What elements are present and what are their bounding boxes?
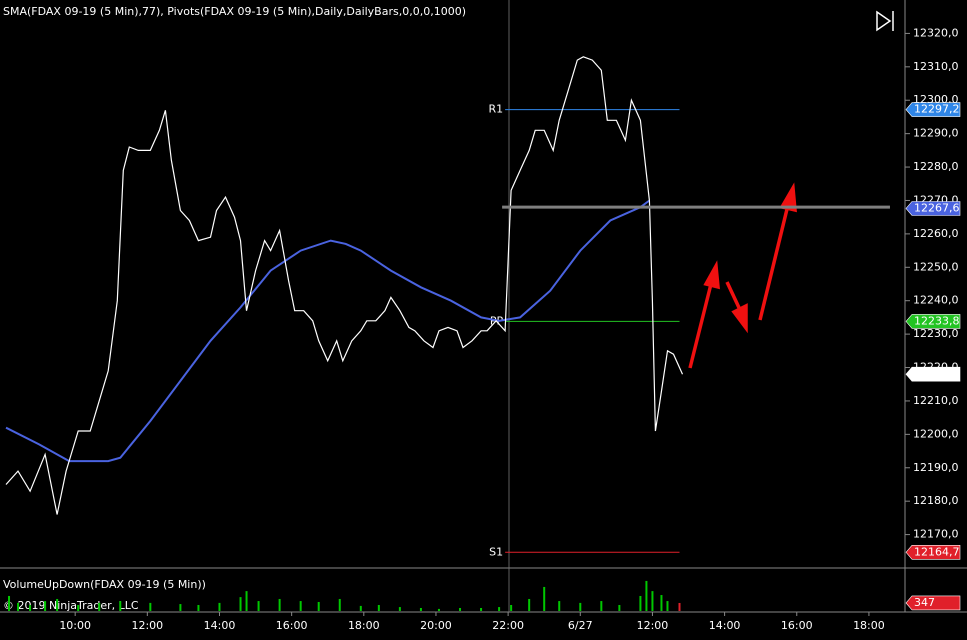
- copyright: © 2019 NinjaTrader, LLC: [3, 599, 139, 612]
- volume-bar: [317, 601, 320, 611]
- volume-bar: [29, 604, 32, 611]
- volume-bar: [179, 604, 182, 611]
- volume-bar: [8, 595, 11, 611]
- volume-bar: [278, 598, 281, 611]
- x-tick-label: 14:00: [204, 619, 236, 632]
- volume-bar: [660, 595, 663, 611]
- volume-bar: [197, 604, 200, 611]
- volume-bar: [398, 607, 401, 611]
- volume-bar: [77, 604, 80, 611]
- scroll-icon[interactable]: [876, 10, 894, 32]
- volume-bar: [218, 602, 221, 611]
- y-tick-label: 12170,0: [913, 528, 959, 541]
- sma-value-box: [905, 201, 961, 216]
- pivot-value-box: [905, 102, 961, 117]
- volume-bar: [299, 601, 302, 611]
- y-tick-label: 12210,0: [913, 394, 959, 407]
- x-tick-label: 18:00: [853, 619, 885, 632]
- volume-bar: [419, 607, 422, 611]
- x-tick-label: 6/27: [568, 619, 593, 632]
- y-tick-label: 12200,0: [913, 427, 959, 440]
- volume-bar: [645, 580, 648, 611]
- volume-bar: [257, 601, 260, 611]
- volume-bar: [579, 602, 582, 611]
- y-tick-label: 12190,0: [913, 461, 959, 474]
- pivot-label: R1: [488, 103, 503, 116]
- volume-bar: [44, 601, 47, 611]
- y-tick-label: 12310,0: [913, 60, 959, 73]
- x-tick-label: 20:00: [420, 619, 452, 632]
- sma-line: [5, 199, 650, 463]
- pivot-value-label: 12297,2: [914, 103, 960, 116]
- x-tick-label: 16:00: [781, 619, 813, 632]
- x-tick-label: 12:00: [131, 619, 163, 632]
- last-price-box: [905, 366, 961, 382]
- y-tick-label: 12180,0: [913, 494, 959, 507]
- drawn-arrows: [688, 182, 797, 369]
- y-tick-label: 12290,0: [913, 127, 959, 140]
- volume-bar: [338, 598, 341, 611]
- x-tick-label: 10:00: [59, 619, 91, 632]
- sma-value-label: 12267,6: [914, 201, 960, 214]
- x-tick-label: 18:00: [348, 619, 380, 632]
- volume-bar: [639, 595, 642, 611]
- price-line: [5, 56, 684, 515]
- volume-bar: [480, 607, 483, 611]
- volume-value-box: [905, 595, 961, 611]
- volume-bar: [651, 591, 654, 611]
- pivot-value-label: 12233,8: [914, 314, 960, 327]
- volume-bar: [17, 602, 20, 611]
- volume-value-label: 347: [914, 596, 935, 609]
- y-tick-label: 12260,0: [913, 227, 959, 240]
- volume-bar: [56, 598, 59, 611]
- volume-bar: [498, 607, 501, 611]
- volume-bar: [510, 604, 513, 611]
- x-tick-label: 22:00: [492, 619, 524, 632]
- volume-bar: [666, 601, 669, 611]
- volume-bar: [245, 591, 248, 611]
- y-tick-label: 12230,0: [913, 327, 959, 340]
- last-price-label: 12218,0: [914, 367, 960, 380]
- volume-bar: [600, 601, 603, 611]
- volume-bar: [558, 601, 561, 611]
- volume-bar: [618, 604, 621, 611]
- volume-bar: [98, 602, 101, 611]
- volume-bar: [119, 601, 122, 611]
- x-tick-label: 14:00: [709, 619, 741, 632]
- x-tick-label: 12:00: [637, 619, 669, 632]
- volume-bar: [437, 608, 440, 611]
- volume-bar: [377, 604, 380, 611]
- pivot-value-label: 12164,7: [914, 545, 960, 558]
- volume-bar: [149, 602, 152, 611]
- volume-label: VolumeUpDown(FDAX 09-19 (5 Min)): [3, 578, 206, 591]
- y-tick-label: 12240,0: [913, 294, 959, 307]
- pivot-value-box: [905, 544, 961, 560]
- y-tick-label: 12320,0: [913, 26, 959, 39]
- volume-bar: [359, 605, 362, 611]
- indicator-label: SMA(FDAX 09-19 (5 Min),77), Pivots(FDAX …: [3, 5, 466, 18]
- volume-bar: [528, 598, 531, 611]
- volume-bar: [678, 602, 681, 611]
- pivot-label: S1: [489, 545, 503, 558]
- volume-bar: [459, 607, 462, 611]
- volume-bar: [239, 597, 242, 611]
- pivot-value-box: [905, 314, 961, 329]
- volume-bar: [543, 586, 546, 611]
- y-tick-label: 12280,0: [913, 160, 959, 173]
- y-tick-label: 12250,0: [913, 260, 959, 273]
- x-tick-label: 16:00: [276, 619, 308, 632]
